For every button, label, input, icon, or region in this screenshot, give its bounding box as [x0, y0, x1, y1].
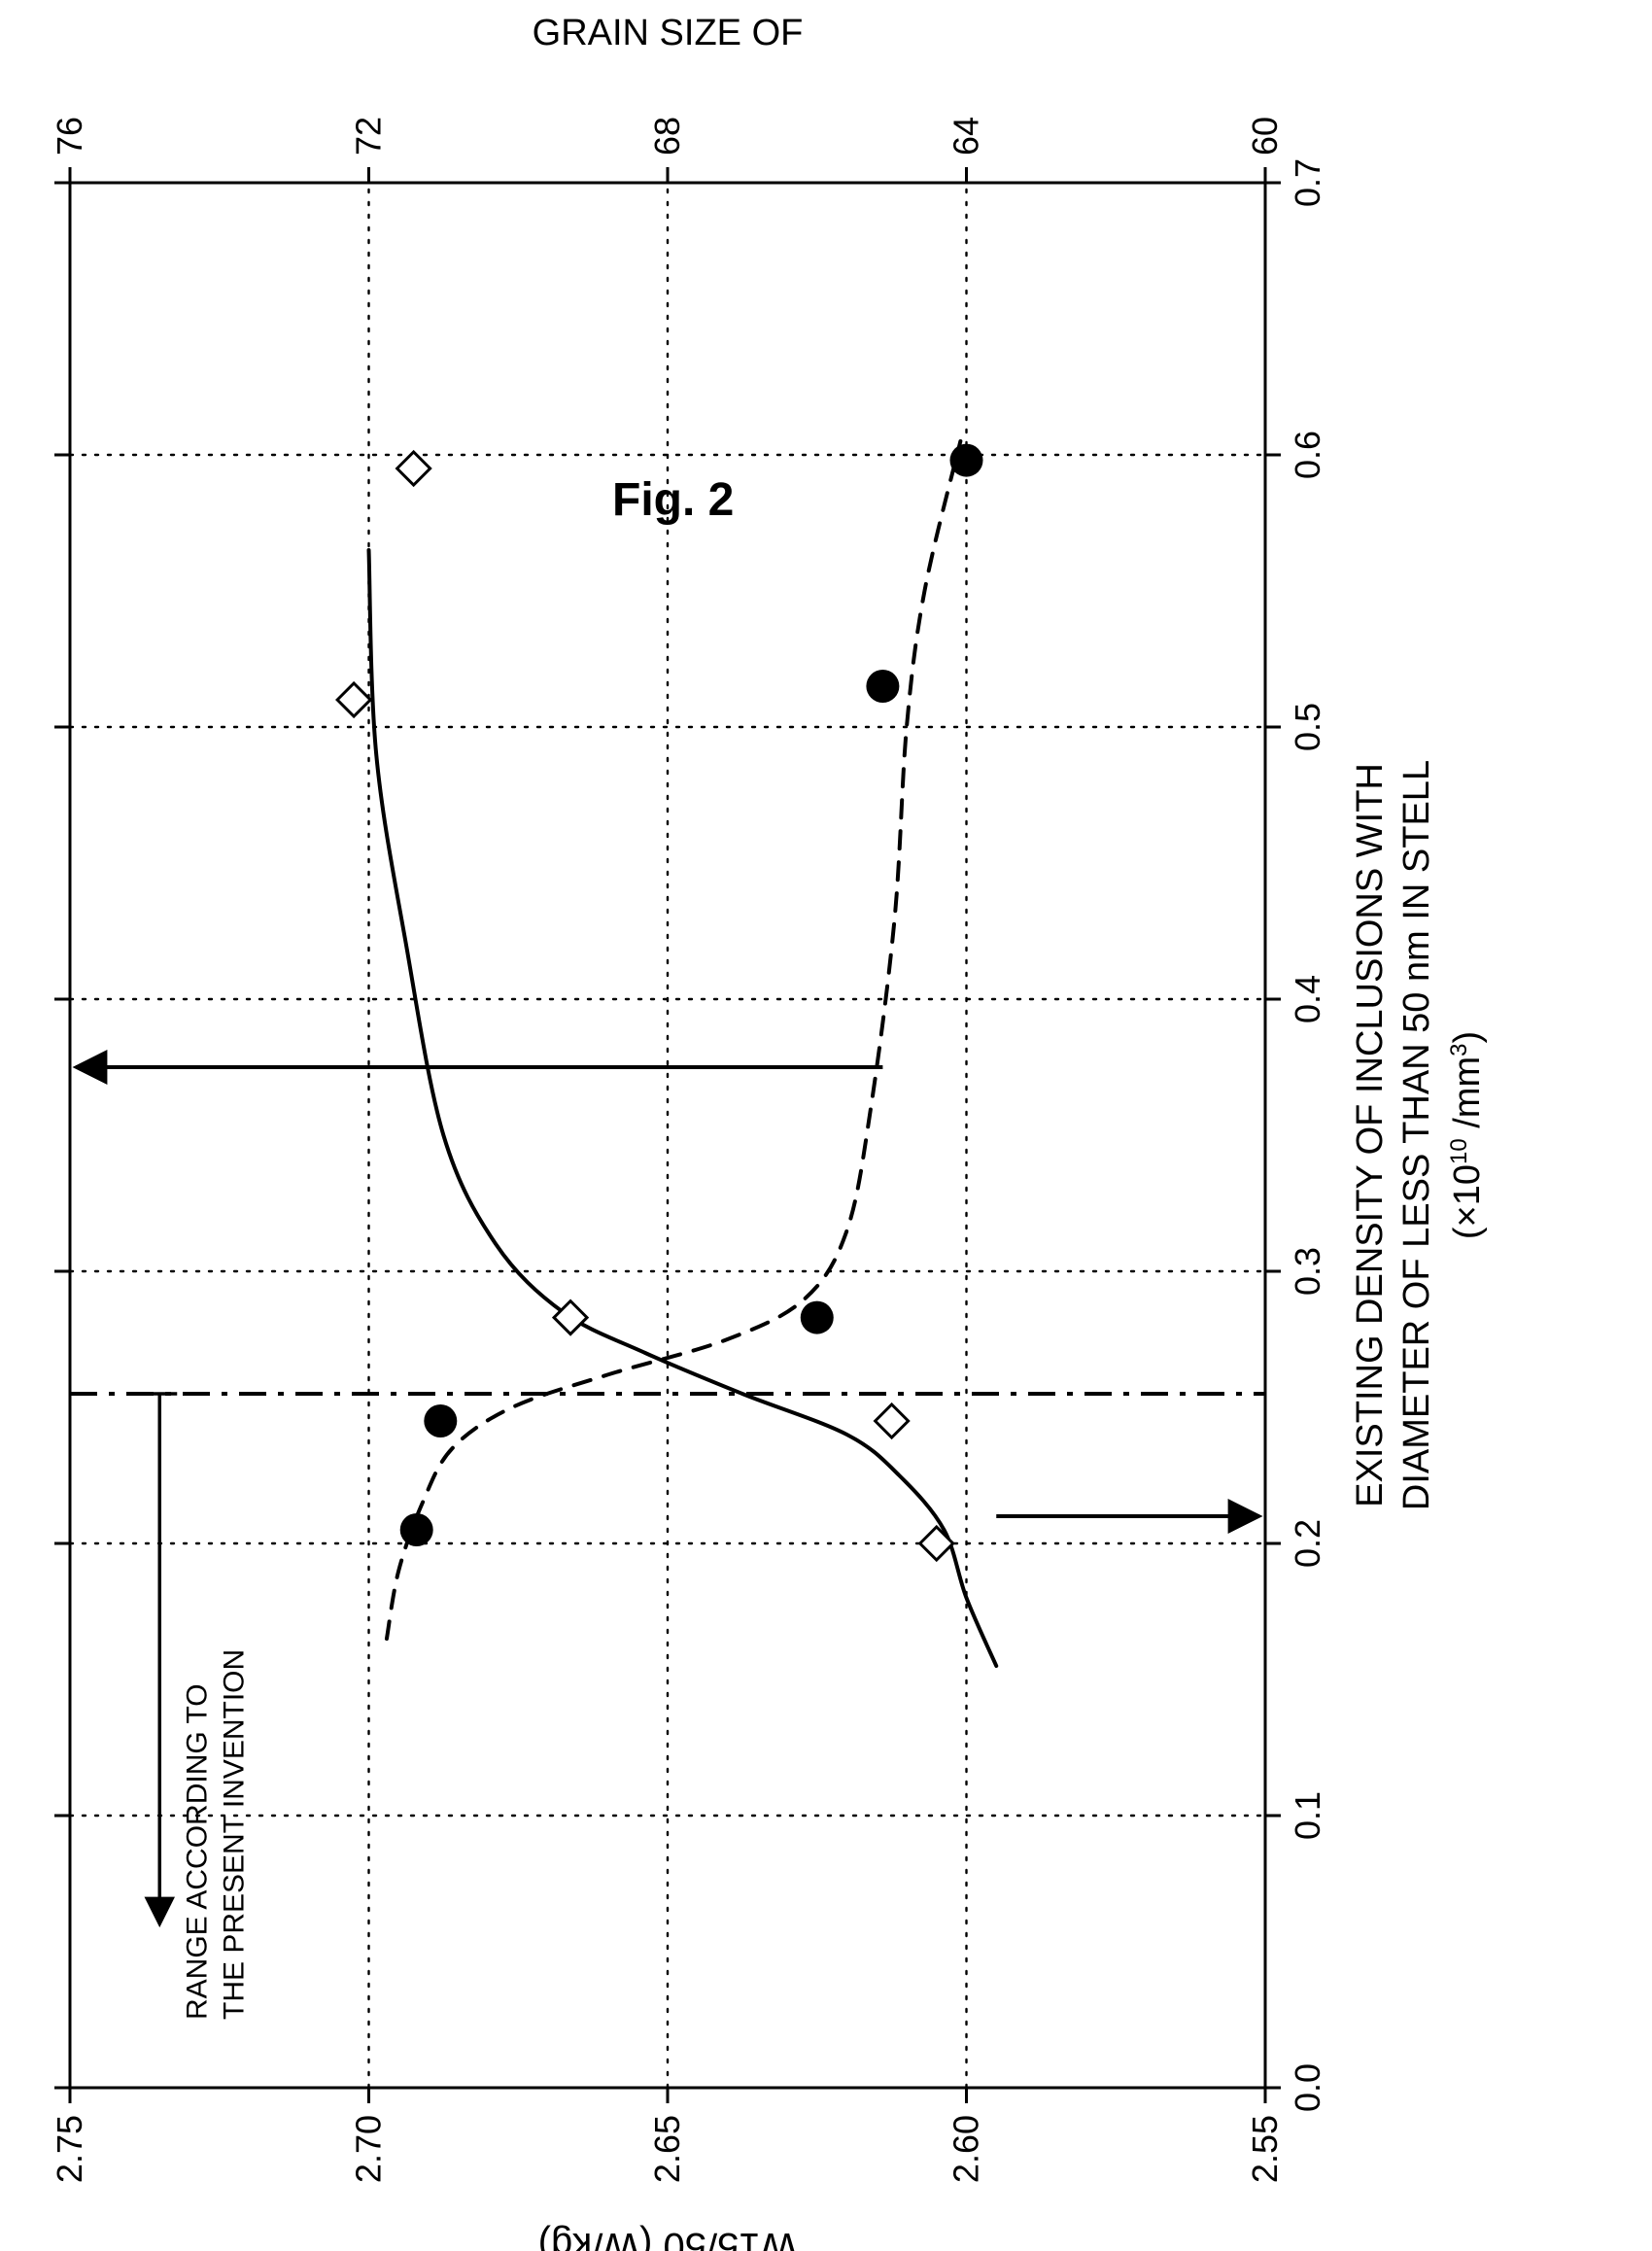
xtick-label: 0.1 — [1288, 1791, 1327, 1840]
xtick-label: 0.0 — [1288, 2063, 1327, 2112]
y-right-title-2: RECRYSTALLIZED GRAIN — [442, 0, 892, 7]
diamond-marker — [397, 452, 430, 485]
diamond-marker — [920, 1527, 953, 1560]
xtick-label: 0.5 — [1288, 703, 1327, 751]
yl-tick-label: 2.55 — [1245, 2115, 1285, 2183]
grain-size-curve — [369, 550, 997, 1666]
circle-marker — [950, 444, 983, 477]
chart-svg: Fig. 2 0.0 0.1 0.2 0.3 0.4 0.5 0.6 0.7 2.55 2.60 2… — [0, 0, 1652, 2251]
x-axis-label-2: DIAMETER OF LESS THAN 50 nm IN STELL — [1396, 760, 1437, 1510]
yr-tick-label: 60 — [1245, 117, 1285, 156]
circle-marker — [866, 670, 899, 703]
xtick-label: 0.7 — [1288, 158, 1327, 207]
yr-tick-label: 72 — [349, 117, 389, 156]
xtick-label: 0.4 — [1288, 975, 1327, 1023]
yl-tick-label: 2.75 — [50, 2115, 89, 2183]
xtick-label: 0.3 — [1288, 1247, 1327, 1296]
yr-tick-label: 76 — [50, 117, 89, 156]
x-axis-unit: (×1010 /mm3) — [1446, 1031, 1489, 1239]
diamond-marker — [554, 1301, 587, 1334]
y-left-label: W15/50 (W/kg) — [538, 2225, 798, 2251]
diamond-marker — [876, 1404, 909, 1437]
yl-tick-label: 2.70 — [349, 2115, 389, 2183]
xtick-label: 0.6 — [1288, 431, 1327, 479]
yr-tick-label: 68 — [647, 117, 687, 156]
yl-tick-label: 2.60 — [946, 2115, 986, 2183]
range-text-1: RANGE ACCORDING TO — [181, 1683, 213, 2020]
x-axis-label-1: EXISTING DENSITY OF INCLUSIONS WITH — [1350, 763, 1391, 1507]
diamond-marker — [337, 683, 370, 716]
y-right-title-1: GRAIN SIZE OF — [533, 13, 804, 53]
yl-tick-label: 2.65 — [647, 2115, 687, 2183]
xtick-label: 0.2 — [1288, 1519, 1327, 1568]
circle-marker — [801, 1301, 834, 1334]
circle-marker — [424, 1404, 457, 1437]
circle-marker — [400, 1513, 433, 1546]
range-text-2: THE PRESENT INVENTION — [218, 1649, 250, 2020]
yr-tick-label: 64 — [946, 117, 986, 156]
w1550-curve — [387, 441, 960, 1639]
figure-label: Fig. 2 — [612, 474, 734, 526]
